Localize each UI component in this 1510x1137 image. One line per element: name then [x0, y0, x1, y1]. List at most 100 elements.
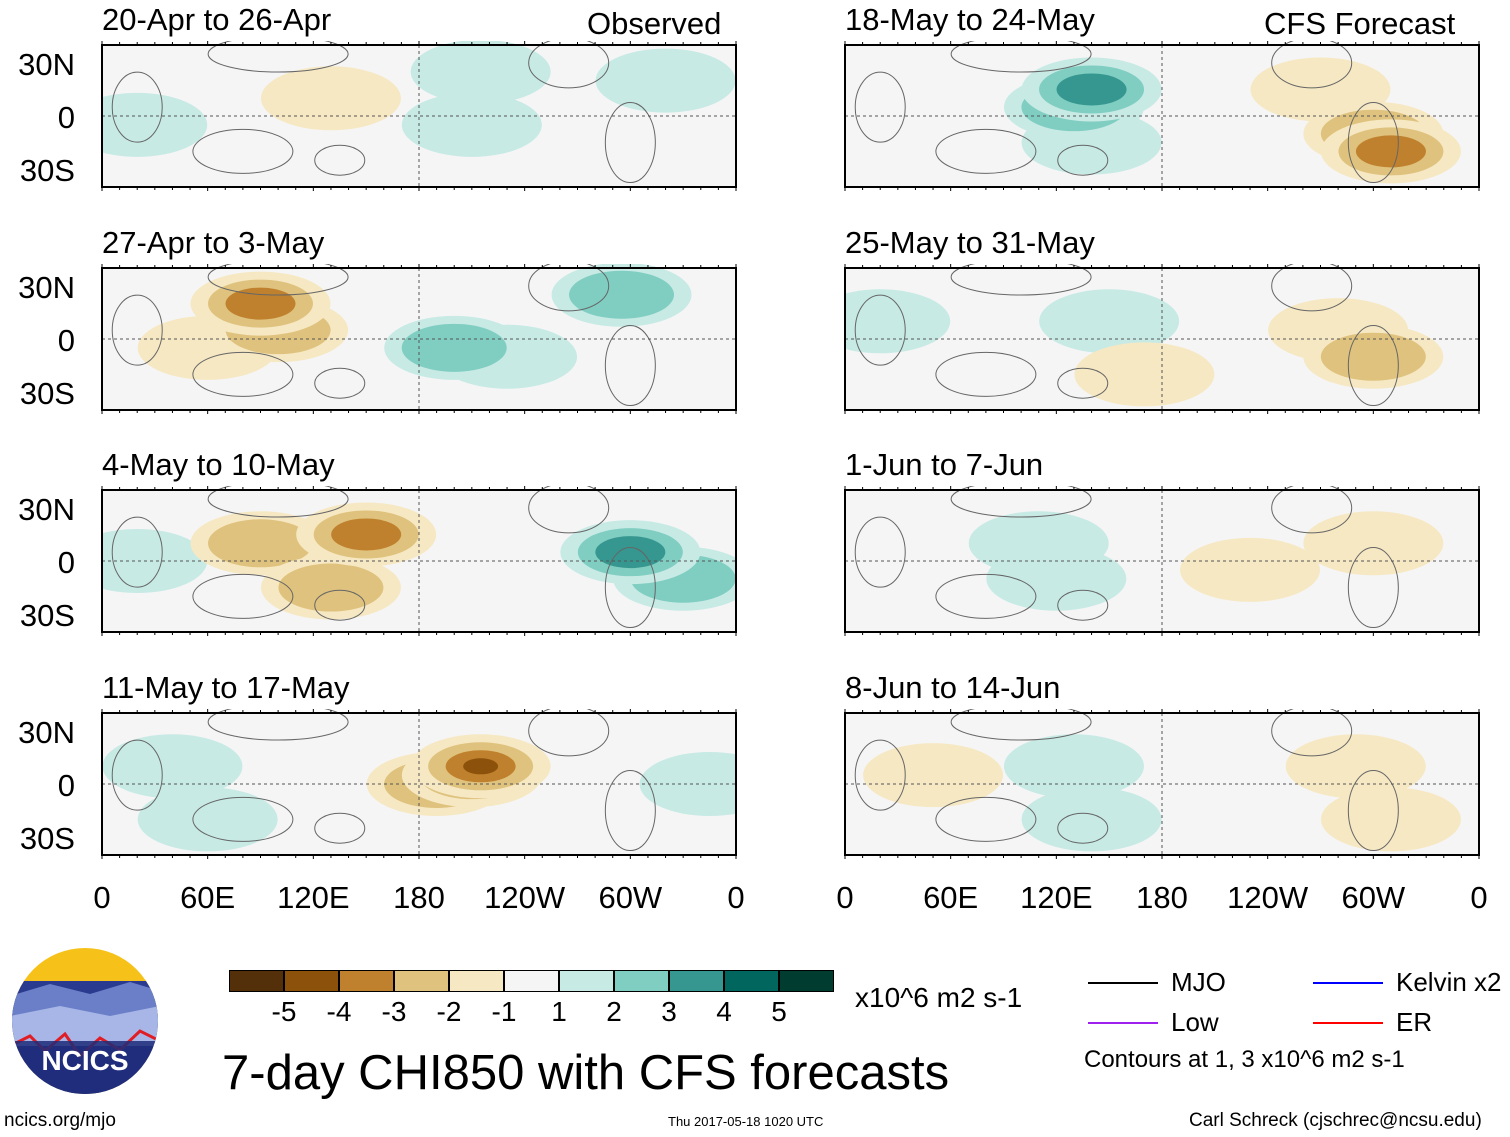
colorbar-label: -2 — [436, 996, 462, 1027]
anomaly-region — [1320, 332, 1426, 381]
colorbar-label: 3 — [661, 996, 677, 1027]
coastline — [1057, 812, 1109, 844]
lon-tick-label: 0 — [1470, 880, 1488, 915]
lon-tick-label: 180 — [393, 880, 445, 915]
coastline — [314, 144, 366, 176]
coastline — [192, 573, 294, 619]
panel-title: 25-May to 31-May — [845, 225, 1095, 260]
coastline — [950, 486, 1092, 518]
coastline — [1057, 367, 1109, 399]
coastline — [1347, 770, 1399, 852]
observed-label: Observed — [587, 6, 722, 41]
contour-note: Contours at 1, 3 x10^6 m2 s-1 — [1084, 1046, 1405, 1073]
coastline — [192, 128, 294, 174]
anomaly-region — [1056, 73, 1127, 106]
coastline — [528, 264, 610, 312]
colorbar-label: 1 — [551, 996, 567, 1027]
colorbar-label: 4 — [716, 996, 732, 1027]
lat-tick-label: 30S — [19, 598, 75, 633]
coastline — [528, 41, 610, 89]
panel-title: 11-May to 17-May — [102, 670, 350, 705]
coastline — [1271, 41, 1353, 89]
map-panel — [844, 264, 1480, 414]
colorbar-swatch — [504, 970, 559, 992]
colorbar-label: -3 — [381, 996, 407, 1027]
forecast-label: CFS Forecast — [1264, 6, 1456, 41]
coastline — [192, 796, 294, 842]
anomaly-region — [137, 787, 278, 852]
lon-tick-label: 0 — [727, 880, 745, 915]
panel-title: 4-May to 10-May — [102, 447, 335, 482]
coastline — [604, 325, 656, 407]
anomaly-region — [639, 752, 737, 816]
colorbar-swatch — [394, 970, 449, 992]
colorbar-swatch — [724, 970, 779, 992]
lon-tick-label: 60W — [598, 880, 663, 915]
colorbar-label: -4 — [326, 996, 352, 1027]
coastline — [950, 264, 1092, 296]
anomaly-region — [1320, 787, 1461, 852]
lat-tick-label: 30N — [18, 715, 75, 750]
footer-timestamp: Thu 2017-05-18 1020 UTC — [668, 1114, 824, 1129]
coastline — [207, 709, 349, 741]
anomaly-region — [101, 92, 208, 157]
panel-title: 8-Jun to 14-Jun — [845, 670, 1061, 705]
coastline — [935, 128, 1037, 174]
colorbar-label: 2 — [606, 996, 622, 1027]
coastline — [111, 294, 163, 366]
legend-label: MJO — [1171, 967, 1226, 997]
lat-tick-label: 30N — [18, 270, 75, 305]
coastline — [111, 71, 163, 143]
map-panel — [844, 709, 1480, 859]
lat-tick-label: 0 — [57, 768, 75, 803]
ncics-logo: NCICS — [12, 948, 158, 1094]
lon-tick-label: 120W — [484, 880, 566, 915]
coastline — [1057, 144, 1109, 176]
footer-url[interactable]: ncics.org/mjo — [4, 1110, 116, 1131]
map-panel — [101, 486, 737, 636]
anomaly-region — [463, 758, 499, 775]
colorbar-swatch — [779, 970, 834, 992]
coastline — [314, 589, 366, 621]
anomaly-region — [401, 323, 507, 372]
lat-tick-label: 30N — [18, 492, 75, 527]
anomaly-region — [225, 287, 296, 320]
lat-tick-label: 30S — [19, 821, 75, 856]
coastline — [111, 739, 163, 811]
anomaly-region — [844, 289, 951, 354]
anomaly-region — [1303, 511, 1444, 576]
footer-author: Carl Schreck (cjschrec@ncsu.edu) — [1189, 1110, 1482, 1131]
lon-tick-label: 0 — [836, 880, 854, 915]
coastline — [950, 41, 1092, 73]
coastline — [604, 547, 656, 629]
coastline — [1057, 589, 1109, 621]
figure-title: 7-day CHI850 with CFS forecasts — [222, 1046, 950, 1100]
coastline — [207, 41, 349, 73]
map-panel — [101, 41, 737, 191]
lon-tick-label: 60E — [923, 880, 979, 915]
logo-text: NCICS — [41, 1045, 128, 1076]
coastline — [314, 812, 366, 844]
lat-tick-label: 30S — [19, 376, 75, 411]
anomaly-region — [863, 743, 1004, 808]
colorbar-label: -5 — [271, 996, 297, 1027]
lat-tick-label: 30N — [18, 47, 75, 82]
lon-tick-label: 0 — [93, 880, 111, 915]
coastline — [854, 516, 906, 588]
legend-label: Kelvin x2 — [1396, 967, 1502, 997]
anomaly-region — [410, 41, 551, 104]
panel-title: 27-Apr to 3-May — [102, 225, 325, 260]
lon-tick-label: 180 — [1136, 880, 1188, 915]
legend-line — [1088, 1022, 1158, 1024]
anomaly-region — [331, 518, 402, 551]
coastline — [950, 709, 1092, 741]
coastline — [528, 486, 610, 534]
panel-title: 1-Jun to 7-Jun — [845, 447, 1044, 482]
lon-tick-label: 120W — [1227, 880, 1309, 915]
units-label: x10^6 m2 s-1 — [855, 982, 1023, 1013]
legend-label: Low — [1171, 1007, 1219, 1037]
coastline — [1347, 325, 1399, 407]
coastline — [1347, 547, 1399, 629]
anomaly-region — [968, 511, 1109, 576]
colorbar-swatch — [669, 970, 724, 992]
